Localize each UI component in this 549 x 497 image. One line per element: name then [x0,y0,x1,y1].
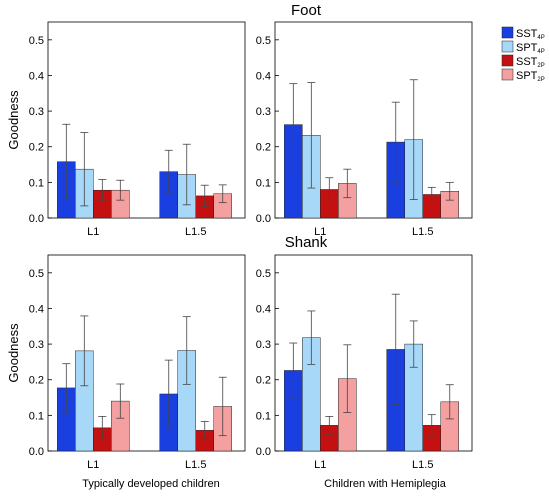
group-title-typical: Typically developed children [82,478,220,490]
x-tick-label: L1.5 [412,226,433,238]
panel-3: 0.0 0.1 0.2 0.3 0.4 0.5 Goodness L1 L1.5 [6,254,246,471]
legend-label: SPT4P [516,42,545,55]
y-tick-label: 0.2 [29,142,44,154]
y-tick-label: 0.5 [256,268,271,280]
legend-label: SST4P [516,28,545,41]
plot-frame [274,21,473,219]
x-tick-label: L1 [87,226,99,238]
y-tick-label: 0.0 [256,446,271,458]
plot-frame [47,21,246,219]
y-axis-label: Goodness [6,90,21,150]
y-tick-label: 0.3 [29,106,44,118]
row-title-shank: Shank [284,234,328,251]
y-tick-label: 0.4 [256,70,271,82]
x-tick-label: L1 [314,226,326,238]
y-tick-label: 0.3 [29,339,44,351]
x-tick-label: L1.5 [412,459,433,471]
legend-label: SPT2P [516,70,545,83]
y-axis-label: Goodness [6,323,21,383]
y-tick-label: 0.0 [29,446,44,458]
y-tick-label: 0.5 [29,268,44,280]
y-tick-label: 0.2 [29,375,44,387]
panel-1: 0.0 0.1 0.2 0.3 0.4 0.5 Goodness L1 L1.5 [6,21,246,238]
y-tick-label: 0.0 [256,213,271,225]
y-tick-label: 0.1 [256,410,271,422]
y-tick-label: 0.2 [256,142,271,154]
x-tick-label: L1.5 [185,226,206,238]
x-tick-label: L1 [87,459,99,471]
x-tick-label: L1 [314,459,326,471]
panel-4: 0.0 0.1 0.2 0.3 0.4 0.5 L1 L1.5 [256,254,473,471]
legend-swatch [501,26,514,39]
y-tick-label: 0.2 [256,375,271,387]
y-tick-label: 0.4 [29,70,44,82]
y-tick-label: 0.4 [29,303,44,315]
group-title-hemiplegia: Children with Hemiplegia [324,478,446,490]
y-tick-label: 0.5 [256,35,271,47]
plot-frame [47,254,246,452]
y-tick-label: 0.3 [256,106,271,118]
y-tick-label: 0.1 [29,410,44,422]
y-tick-label: 0.5 [29,35,44,47]
y-tick-label: 0.1 [256,177,271,189]
y-tick-label: 0.1 [29,177,44,189]
legend-swatch [501,40,514,53]
legend-label: SST2P [516,56,545,69]
panel-2: 0.0 0.1 0.2 0.3 0.4 0.5 L1 L1.5 [256,21,473,238]
legend-swatch [501,54,514,67]
legend-swatch [501,68,514,81]
y-tick-label: 0.4 [256,303,271,315]
y-tick-label: 0.0 [29,213,44,225]
y-tick-label: 0.3 [256,339,271,351]
plot-frame [274,254,473,452]
x-tick-label: L1.5 [185,459,206,471]
row-title-foot: Foot [290,2,321,19]
